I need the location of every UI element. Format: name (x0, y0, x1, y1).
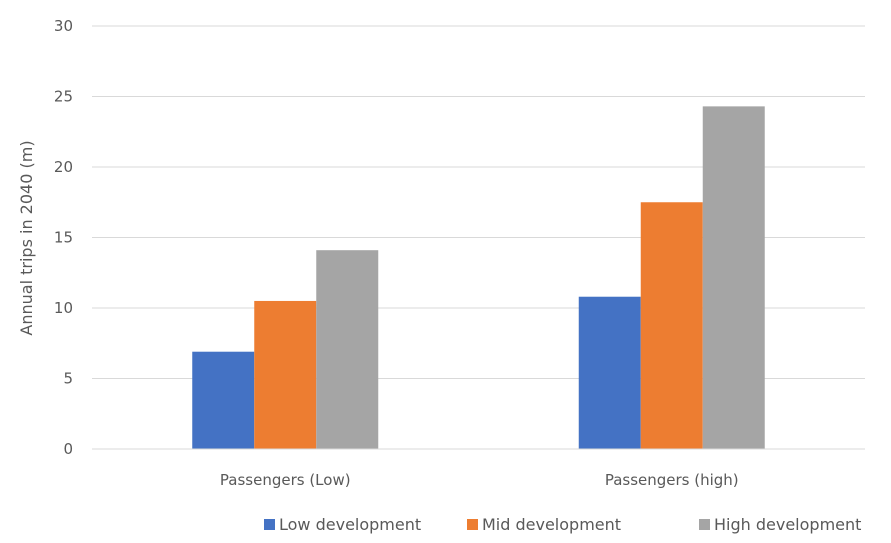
legend-label: Low development (279, 515, 421, 534)
x-category-label: Passengers (high) (605, 471, 739, 489)
bar-high-development-1 (702, 106, 765, 450)
bar-low-development-1 (578, 296, 641, 449)
legend-label: High development (714, 515, 861, 534)
x-axis-categories: Passengers (Low) Passengers (high) (220, 471, 739, 489)
bar-low-development-0 (192, 351, 255, 449)
legend-item: High development (699, 515, 861, 534)
y-tick-label: 15 (54, 229, 73, 247)
y-tick-label: 5 (63, 370, 73, 388)
y-tick-label: 20 (54, 158, 73, 176)
bar-mid-development-0 (254, 300, 317, 449)
y-axis-ticks: 0 5 10 15 20 25 30 (54, 17, 73, 458)
legend-swatch (699, 519, 710, 530)
x-category-label: Passengers (Low) (220, 471, 351, 489)
bar-mid-development-1 (640, 202, 703, 449)
legend-item: Low development (264, 515, 421, 534)
y-tick-label: 10 (54, 299, 73, 317)
y-tick-label: 0 (63, 440, 73, 458)
legend-swatch (467, 519, 478, 530)
y-axis-title: Annual trips in 2040 (m) (17, 140, 36, 335)
y-tick-label: 30 (54, 17, 73, 35)
legend-item: Mid development (467, 515, 621, 534)
legend: Low development Mid development High devel… (264, 515, 861, 534)
y-tick-label: 25 (54, 88, 73, 106)
bar-high-development-0 (316, 250, 379, 449)
legend-label: Mid development (482, 515, 621, 534)
legend-swatch (264, 519, 275, 530)
bars (192, 106, 765, 450)
